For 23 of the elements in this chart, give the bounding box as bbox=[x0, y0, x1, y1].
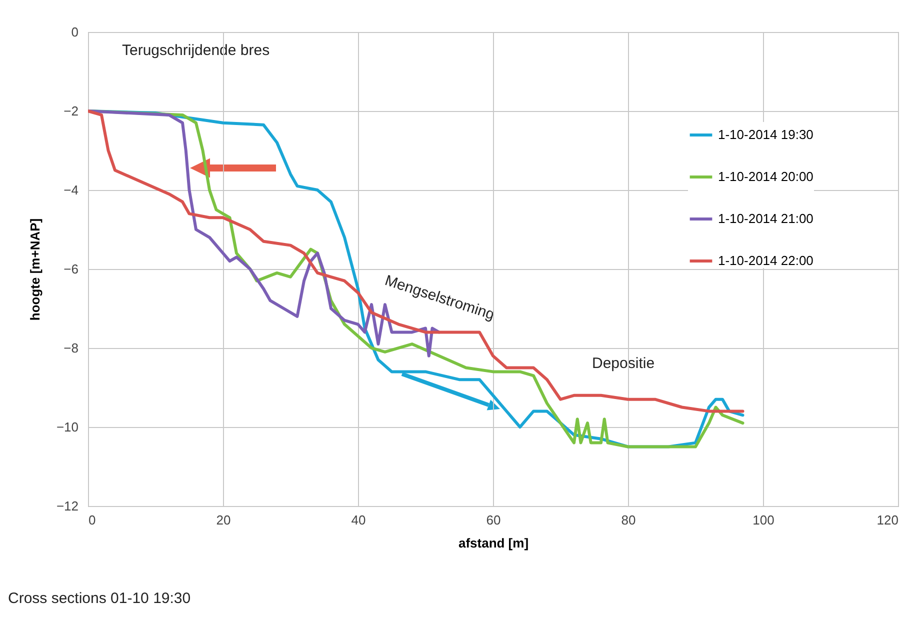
y-tick-label: 0 bbox=[71, 24, 78, 40]
y-tick-label: −6 bbox=[64, 262, 78, 276]
annotation: Terugschrijdende bres bbox=[122, 42, 270, 59]
y-tick-label: −10 bbox=[56, 420, 78, 434]
y-tick-label: −12 bbox=[56, 498, 78, 514]
y-tick-label: −2 bbox=[64, 104, 78, 118]
x-tick-label: 120 bbox=[876, 512, 898, 528]
text: Cross sections 01-10 19:30 bbox=[8, 590, 191, 607]
legend-label: 1-10-2014 22:00 bbox=[718, 253, 814, 268]
x-tick-label: 0 bbox=[88, 512, 96, 528]
y-tick-label: −8 bbox=[64, 340, 78, 356]
x-tick-label: 40 bbox=[351, 512, 366, 528]
legend-label: 1-10-2014 19:30 bbox=[718, 127, 814, 142]
annotation: Depositie bbox=[592, 355, 655, 372]
legend-label: 1-10-2014 21:00 bbox=[718, 211, 814, 226]
x-axis-title: afstand [m] bbox=[458, 536, 529, 550]
y-axis-title: hoogte [m+NAP] bbox=[27, 218, 42, 321]
x-tick-label: 60 bbox=[486, 512, 501, 528]
x-tick-label: 80 bbox=[621, 512, 636, 528]
y-tick-label: −4 bbox=[64, 182, 78, 198]
x-tick-label: 20 bbox=[216, 512, 231, 528]
legend-label: 1-10-2014 20:00 bbox=[718, 169, 814, 184]
x-tick-label: 100 bbox=[752, 512, 774, 528]
